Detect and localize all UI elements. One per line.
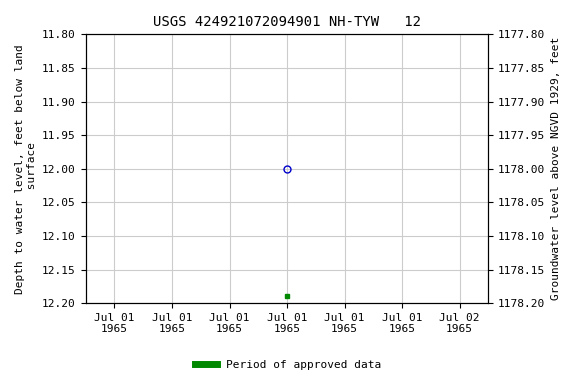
Title: USGS 424921072094901 NH-TYW   12: USGS 424921072094901 NH-TYW 12 — [153, 15, 421, 29]
Y-axis label: Groundwater level above NGVD 1929, feet: Groundwater level above NGVD 1929, feet — [551, 37, 561, 300]
Legend: Period of approved data: Period of approved data — [191, 356, 385, 375]
Y-axis label: Depth to water level, feet below land
 surface: Depth to water level, feet below land su… — [15, 44, 37, 294]
